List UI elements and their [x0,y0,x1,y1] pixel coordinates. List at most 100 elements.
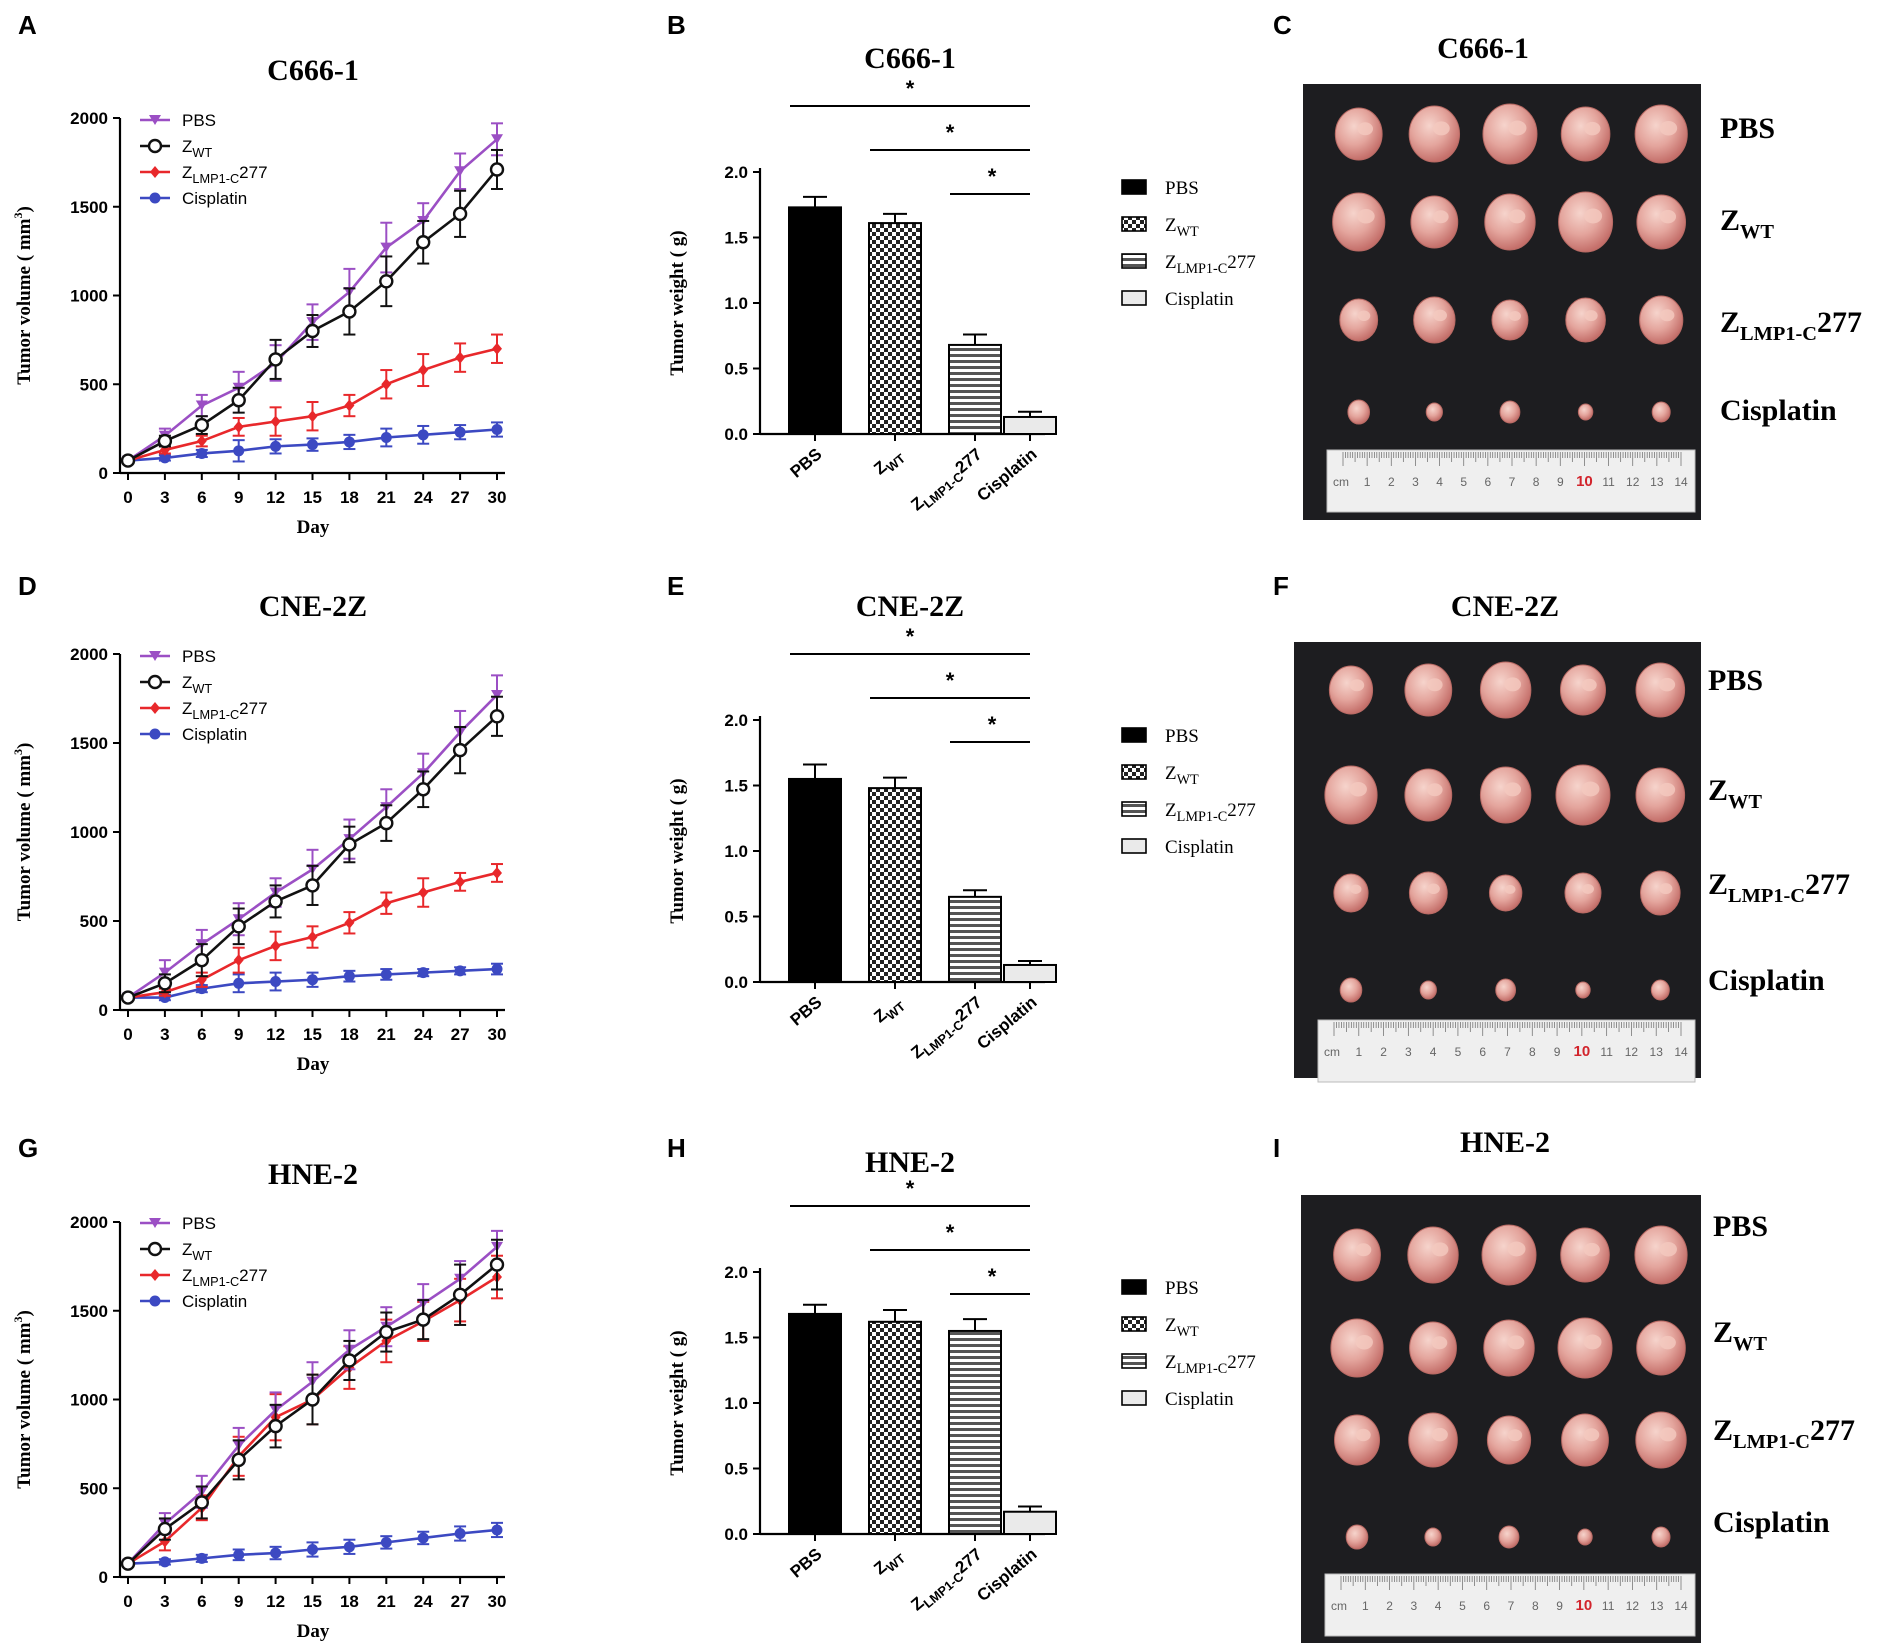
label-part: Z [1720,204,1740,237]
ruler-number: 7 [1509,475,1516,489]
x-tick-label: Cisplatin [973,445,1040,506]
label-part: LMP1-C [1728,885,1805,907]
label-part: Cisplatin [1708,964,1825,997]
label-part: WT [1728,791,1762,813]
label-part: Cisplatin [182,189,247,208]
ruler-number: 4 [1436,475,1443,489]
ruler-number: 11 [1602,475,1615,489]
ruler-number: 9 [1554,1045,1561,1059]
label-part: Z [182,137,192,156]
marker-cis [343,970,355,982]
label-part: Cisplatin [1165,1389,1234,1410]
x-axis-label: Day [297,1054,330,1075]
label-part: WT [192,145,212,160]
label-part: Cisplatin [182,725,247,744]
panel-letter-C: C [1273,10,1292,40]
marker-zlmp [307,931,318,944]
tumor-specimen [1339,977,1363,1003]
legend-swatch [1121,179,1147,195]
photo-row-label: Cisplatin [1708,964,1825,997]
legend-swatch [1121,290,1147,306]
x-tick-label: 6 [197,488,206,507]
label-part: LMP1-C [920,469,966,511]
x-tick-label: 18 [340,1025,359,1044]
panel-title-G: HNE-2 [268,1158,358,1191]
marker-cis [380,1536,392,1548]
label-part: Z [182,1266,192,1285]
marker-zwt [416,782,431,797]
marker-zlmp [492,342,502,355]
y-tick-label: 2.0 [724,711,748,730]
label-part: Z [1720,306,1740,339]
marker-zwt [416,235,431,250]
legend-label: Cisplatin [1165,837,1234,858]
photo-row-label: Cisplatin [1720,394,1837,427]
tumor-highlight [1658,782,1676,797]
x-tick-label: ZLMP1-C277 [907,1545,988,1618]
marker-zwt [305,1392,320,1407]
marker-zlmp [418,886,429,899]
legend-label: Cisplatin [1165,1389,1234,1410]
x-tick-label: PBS [787,445,826,482]
label-part: 277 [1817,306,1862,339]
ruler-number: 14 [1674,1599,1688,1613]
y-tick-label: 500 [80,1479,108,1498]
tumor-specimen [1559,664,1606,716]
label-part: Cisplatin [973,993,1040,1054]
tumor-specimen [1483,1319,1535,1377]
marker-cis [343,1541,355,1553]
tumor-specimen [1404,663,1453,717]
label-part: LMP1-C [920,1017,966,1059]
x-tick-label: 3 [160,1592,169,1611]
tumor-highlight [1427,678,1443,692]
tumor-specimen [1334,107,1383,161]
ruler: cm 1 2 3 4 5 6 7 8 9 10 11 12 13 14 [1326,449,1696,513]
y-tick-label: 2000 [70,645,108,664]
marker-cis [149,728,161,740]
tumor-specimen [1486,1415,1532,1465]
label-part: Z [1708,774,1728,807]
label-part: Tumor volume ( mm [14,1322,35,1488]
label-part: Tumor volume ( mm [14,755,35,921]
marker-cis [307,439,318,451]
y-tick-label: 1500 [70,1302,108,1321]
marker-zlmp [196,435,207,448]
marker-zwt [157,1521,173,1537]
tumor-highlight [1659,1335,1676,1350]
tumor-specimen [1339,298,1379,342]
tumor-specimen [1324,765,1378,825]
tumor-specimen [1334,1414,1380,1466]
tumor-photo-I: cm 1 2 3 4 5 6 7 8 9 10 11 12 13 14 [1301,1195,1701,1643]
line-chart-A: 0 500 1000 1500 2000 0 3 6 9 12 15 18 21 24 27 30 Day Tum… [11,109,506,538]
marker-zwt [157,976,173,991]
ruler-body [1326,449,1696,513]
x-tick-label: 27 [451,1025,470,1044]
ruler-number: 12 [1626,475,1640,489]
legend-swatch [1121,1279,1147,1295]
tumor-highlight [1659,883,1673,895]
x-tick-label: PBS [787,993,826,1030]
label-part: WT [1733,1333,1767,1355]
ruler-number: 5 [1460,475,1467,489]
legend-label: ZWT [1165,1315,1199,1340]
y-axis-label: Tumor weight ( g) [667,230,688,375]
tumor-specimen [1558,191,1614,253]
x-tick-label: 12 [266,488,285,507]
tumor-specimen [1498,1525,1520,1549]
y-tick-label: 1500 [70,734,108,753]
x-tick-label: 9 [234,1592,243,1611]
y-tick-label: 1.0 [724,294,748,313]
legend-label: PBS [182,111,216,130]
tumor-specimen [1408,105,1461,163]
y-tick-label: 0.5 [724,360,748,379]
ruler-number: 2 [1386,1599,1393,1613]
marker-zwt [120,990,136,1005]
tumor-specimen [1330,1318,1384,1378]
significance-star: * [906,76,915,101]
tumor-highlight [1507,1335,1525,1350]
marker-zwt [157,433,173,449]
marker-pbs [158,967,171,978]
tumor-specimen [1479,766,1532,824]
x-tick-label: 24 [414,1025,433,1044]
